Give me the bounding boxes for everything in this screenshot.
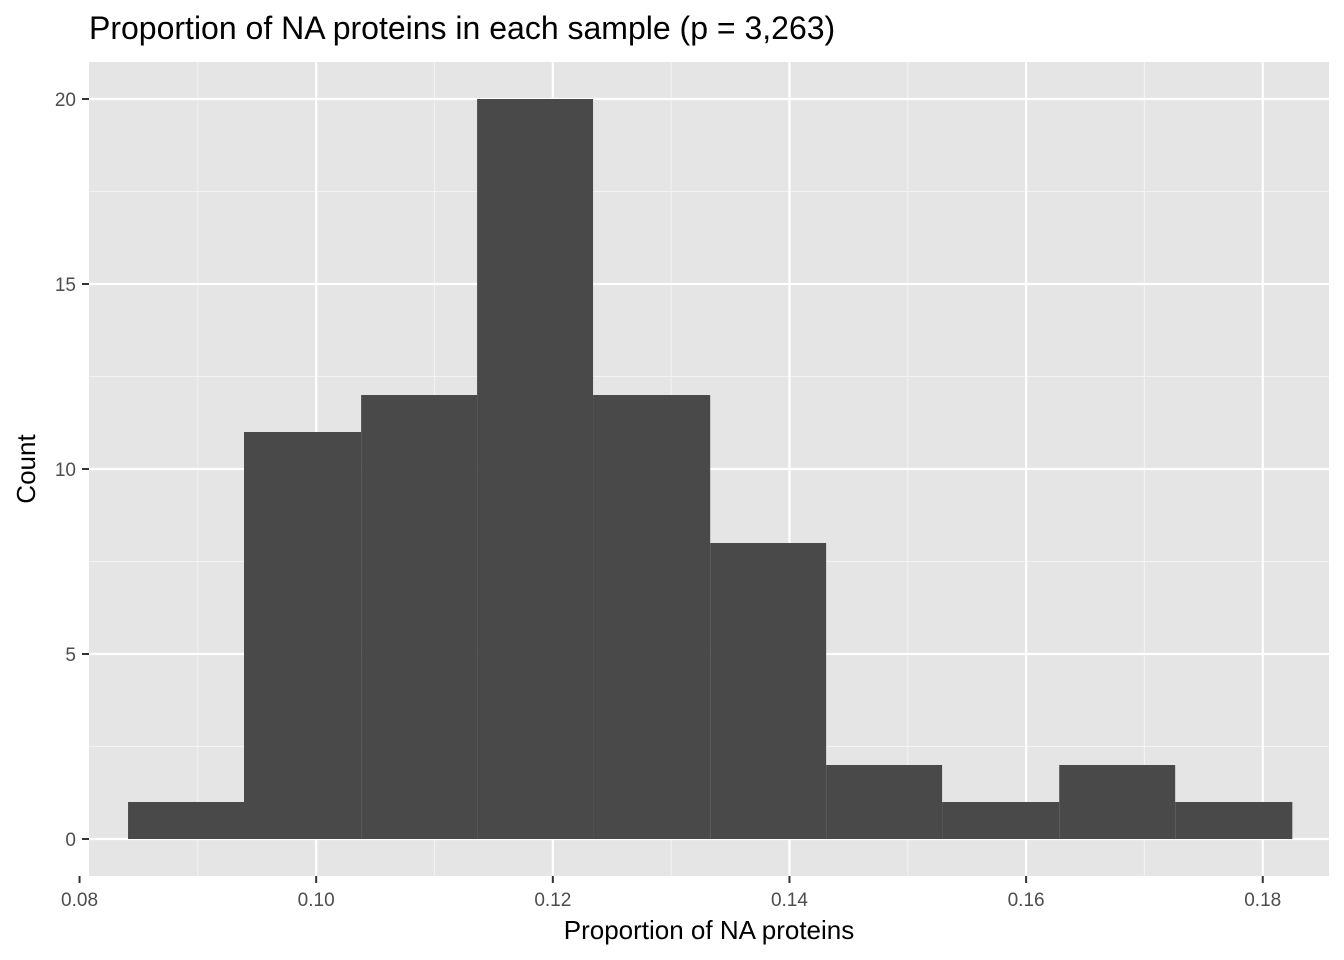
histogram-bar-6 <box>710 543 827 839</box>
x-tick-label: 0.18 <box>1244 890 1281 911</box>
histogram-bars <box>128 99 1293 839</box>
y-axis-title: Count <box>11 434 41 504</box>
histogram-bar-10 <box>1175 802 1293 839</box>
histogram-bar-7 <box>826 765 943 839</box>
y-tick-label: 5 <box>65 645 76 666</box>
histogram-bar-4 <box>477 99 594 839</box>
x-tick-label: 0.14 <box>771 890 808 911</box>
y-tick-label: 15 <box>55 275 76 296</box>
x-tick-label: 0.10 <box>298 890 335 911</box>
y-tick-label: 20 <box>55 90 76 111</box>
histogram-bar-1 <box>128 802 244 839</box>
x-tick-label: 0.12 <box>534 890 571 911</box>
y-tick-label: 0 <box>65 830 76 851</box>
x-axis-title: Proportion of NA proteins <box>564 915 855 945</box>
histogram-bar-3 <box>361 395 478 839</box>
histogram-bar-9 <box>1059 765 1176 839</box>
x-axis: 0.08 0.10 0.12 0.14 0.16 0.18 <box>61 876 1281 911</box>
chart-title: Proportion of NA proteins in each sample… <box>89 10 835 46</box>
histogram-bar-5 <box>593 395 711 839</box>
x-tick-label: 0.16 <box>1008 890 1045 911</box>
histogram-bar-2 <box>244 432 362 839</box>
y-tick-label: 10 <box>55 460 76 481</box>
histogram-bar-8 <box>942 802 1060 839</box>
y-axis: 0 5 10 15 20 <box>55 90 89 851</box>
x-tick-label: 0.08 <box>61 890 98 911</box>
